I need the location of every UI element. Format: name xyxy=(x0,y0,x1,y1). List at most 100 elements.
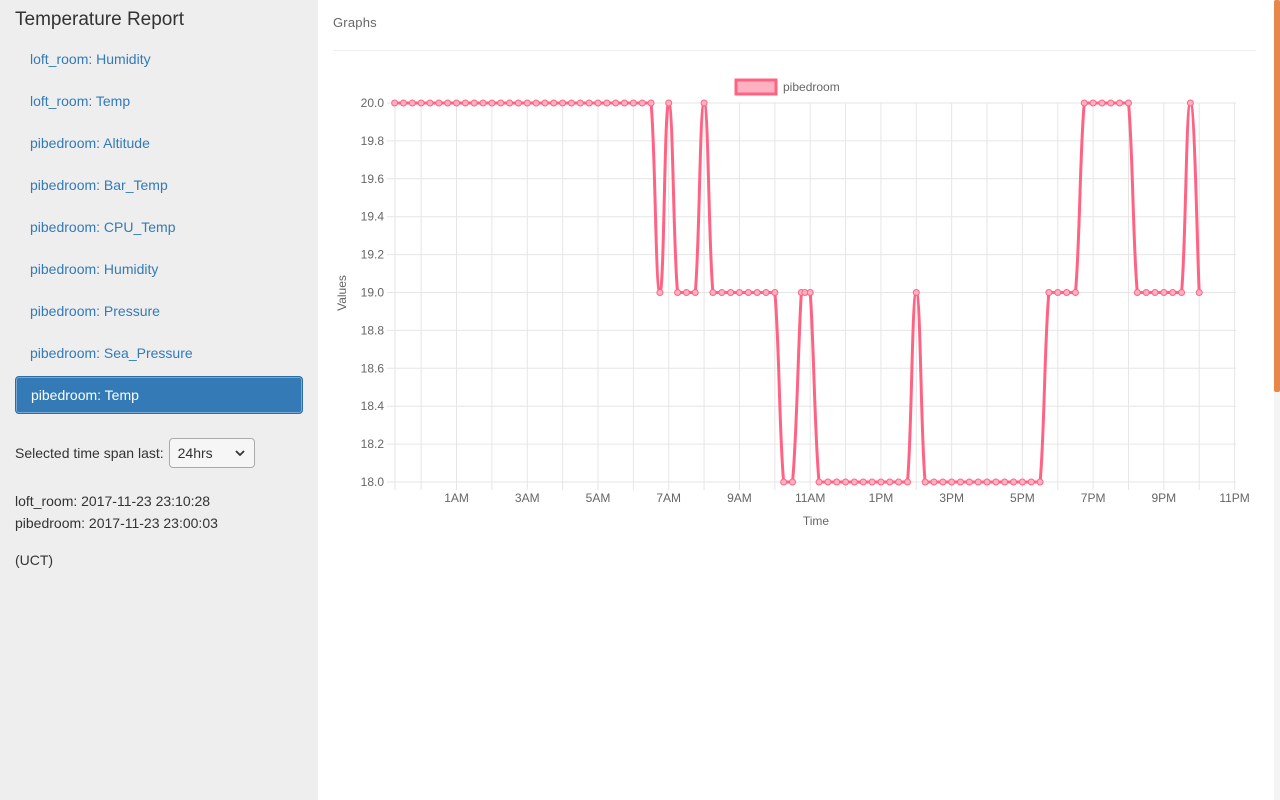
data-point[interactable] xyxy=(957,478,964,486)
data-point[interactable] xyxy=(771,289,779,296)
data-point[interactable] xyxy=(470,99,478,107)
scrollbar-thumb[interactable] xyxy=(1274,0,1280,392)
data-point[interactable] xyxy=(948,478,956,486)
data-point[interactable] xyxy=(1178,289,1186,296)
data-point[interactable] xyxy=(461,99,469,107)
data-point[interactable] xyxy=(930,478,938,486)
data-point[interactable] xyxy=(506,99,514,107)
data-point[interactable] xyxy=(735,289,743,296)
sidebar-item-pibedroom-altitude[interactable]: pibedroom: Altitude xyxy=(30,135,150,151)
data-point[interactable] xyxy=(603,99,611,107)
data-point[interactable] xyxy=(417,99,425,107)
data-point[interactable] xyxy=(1027,478,1035,486)
data-point[interactable] xyxy=(1071,289,1079,296)
data-point[interactable] xyxy=(1080,99,1088,107)
data-point[interactable] xyxy=(1010,478,1018,486)
data-point[interactable] xyxy=(647,99,655,107)
chart-legend[interactable]: pibedroom xyxy=(734,78,840,96)
data-point[interactable] xyxy=(612,99,620,107)
data-point[interactable] xyxy=(550,99,558,107)
scrollbar-track[interactable] xyxy=(1274,0,1280,800)
data-point[interactable] xyxy=(399,99,407,107)
sidebar-item-loft-room-temp[interactable]: loft_room: Temp xyxy=(30,93,131,109)
data-point[interactable] xyxy=(762,289,770,296)
data-point[interactable] xyxy=(1054,289,1062,296)
data-point[interactable] xyxy=(523,99,531,107)
data-point[interactable] xyxy=(806,289,814,296)
data-point[interactable] xyxy=(1063,289,1071,296)
data-point[interactable] xyxy=(789,478,797,486)
data-point[interactable] xyxy=(833,478,841,486)
data-point[interactable] xyxy=(594,99,602,107)
data-point[interactable] xyxy=(983,478,991,486)
data-point[interactable] xyxy=(718,289,726,296)
sidebar-item-pibedroom-bar-temp[interactable]: pibedroom: Bar_Temp xyxy=(30,177,168,193)
data-point[interactable] xyxy=(656,289,664,296)
data-point[interactable] xyxy=(1142,289,1150,296)
data-point[interactable] xyxy=(665,99,673,107)
data-point[interactable] xyxy=(532,99,540,107)
data-point[interactable] xyxy=(435,99,443,107)
sidebar-item-pibedroom-sea-pressure[interactable]: pibedroom: Sea_Pressure xyxy=(30,345,193,361)
data-point[interactable] xyxy=(815,478,823,486)
data-point[interactable] xyxy=(744,289,752,296)
data-point[interactable] xyxy=(903,478,911,486)
data-point[interactable] xyxy=(453,99,461,107)
data-point[interactable] xyxy=(638,99,646,107)
data-point[interactable] xyxy=(886,478,894,486)
data-point[interactable] xyxy=(682,289,690,296)
data-point[interactable] xyxy=(965,478,973,486)
data-point[interactable] xyxy=(674,289,682,296)
sidebar-item-pibedroom-temp[interactable]: pibedroom: Temp xyxy=(15,376,303,414)
data-point[interactable] xyxy=(621,99,629,107)
data-point[interactable] xyxy=(559,99,567,107)
data-point[interactable] xyxy=(877,478,885,486)
data-point[interactable] xyxy=(1001,478,1009,486)
data-point[interactable] xyxy=(426,99,434,107)
data-point[interactable] xyxy=(541,99,549,107)
data-point[interactable] xyxy=(488,99,496,107)
data-point[interactable] xyxy=(576,99,584,107)
data-point[interactable] xyxy=(1124,99,1132,107)
data-point[interactable] xyxy=(497,99,505,107)
data-point[interactable] xyxy=(567,99,575,107)
data-point[interactable] xyxy=(1098,99,1106,107)
data-point[interactable] xyxy=(629,99,637,107)
data-point[interactable] xyxy=(479,99,487,107)
data-point[interactable] xyxy=(1036,478,1044,486)
data-point[interactable] xyxy=(842,478,850,486)
data-point[interactable] xyxy=(921,478,929,486)
data-point[interactable] xyxy=(1107,99,1115,107)
data-point[interactable] xyxy=(780,478,788,486)
data-point[interactable] xyxy=(408,99,416,107)
data-point[interactable] xyxy=(912,289,920,296)
data-point[interactable] xyxy=(1089,99,1097,107)
data-point[interactable] xyxy=(824,478,832,486)
data-point[interactable] xyxy=(585,99,593,107)
data-point[interactable] xyxy=(514,99,522,107)
data-point[interactable] xyxy=(391,99,399,107)
data-point[interactable] xyxy=(1169,289,1177,296)
data-point[interactable] xyxy=(1116,99,1124,107)
sidebar-item-pibedroom-pressure[interactable]: pibedroom: Pressure xyxy=(30,303,160,319)
data-point[interactable] xyxy=(992,478,1000,486)
data-point[interactable] xyxy=(868,478,876,486)
data-point[interactable] xyxy=(1133,289,1141,296)
data-point[interactable] xyxy=(691,289,699,296)
data-point[interactable] xyxy=(753,289,761,296)
data-point[interactable] xyxy=(1186,99,1194,107)
data-point[interactable] xyxy=(709,289,717,296)
data-point[interactable] xyxy=(1045,289,1053,296)
sidebar-item-pibedroom-cpu-temp[interactable]: pibedroom: CPU_Temp xyxy=(30,219,176,235)
data-point[interactable] xyxy=(727,289,735,296)
sidebar-item-pibedroom-humidity[interactable]: pibedroom: Humidity xyxy=(30,261,159,277)
time-span-select[interactable]: 24hrs xyxy=(168,438,255,468)
data-point[interactable] xyxy=(939,478,947,486)
data-point[interactable] xyxy=(850,478,858,486)
data-point[interactable] xyxy=(974,478,982,486)
data-point[interactable] xyxy=(1151,289,1159,296)
data-point[interactable] xyxy=(1018,478,1026,486)
data-point[interactable] xyxy=(859,478,867,486)
data-point[interactable] xyxy=(895,478,903,486)
data-point[interactable] xyxy=(1160,289,1168,296)
